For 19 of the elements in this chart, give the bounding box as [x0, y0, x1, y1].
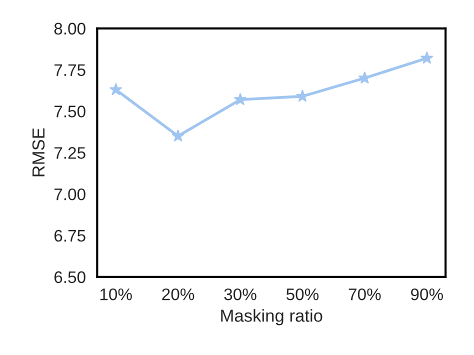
y-tick-label: 6.50 [54, 271, 86, 284]
x-axis-title: Masking ratio [221, 309, 322, 326]
x-tick-label: 90% [411, 288, 443, 300]
x-tick-label: 30% [224, 288, 256, 300]
y-tick-label: 7.00 [54, 188, 86, 200]
point [234, 92, 247, 106]
y-tick-label: 6.75 [54, 230, 86, 242]
y-tick-label: 7.75 [54, 64, 86, 76]
point [109, 82, 122, 96]
x-tick-label: 50% [286, 288, 319, 300]
y-tick-label: 7.50 [54, 106, 86, 118]
y-axis-title: RMSE [32, 128, 45, 176]
x-tick-label: 70% [348, 288, 381, 300]
x-tick-label: 10% [100, 288, 132, 300]
y-tick-label: 7.25 [54, 147, 86, 159]
y-tick-label: 8.00 [54, 22, 86, 35]
point [420, 51, 434, 64]
x-tick-label: 20% [162, 288, 194, 300]
point [172, 129, 185, 142]
